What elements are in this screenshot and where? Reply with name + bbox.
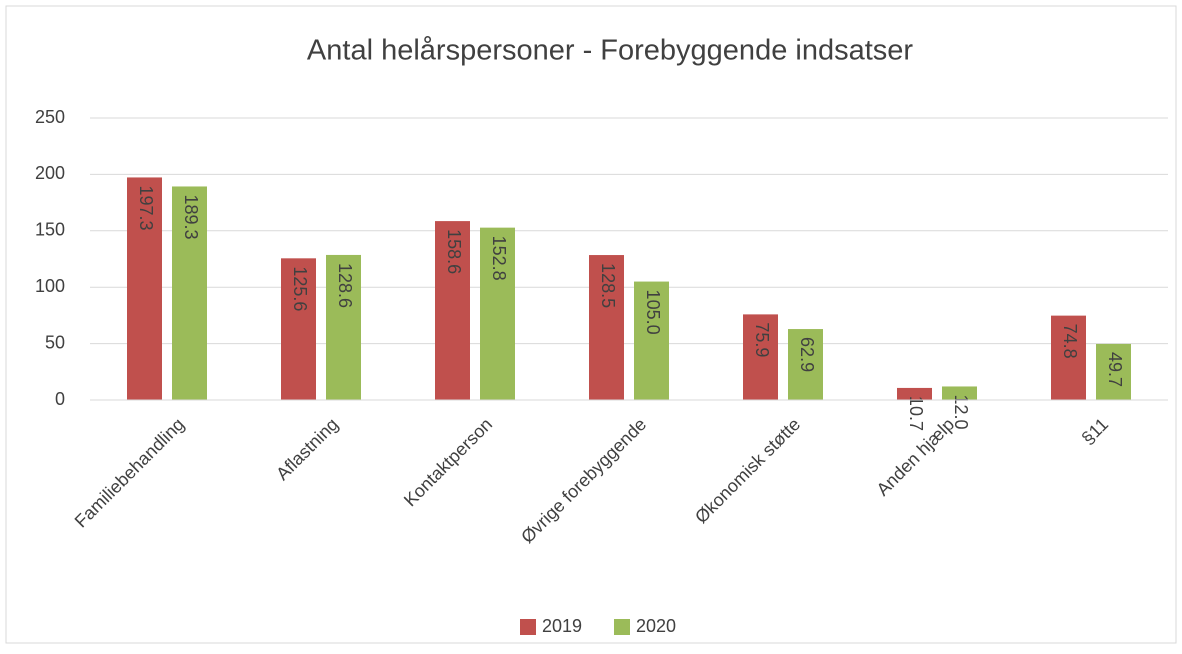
data-label: 125.6 xyxy=(290,266,310,311)
bar xyxy=(743,314,778,400)
data-label: 158.6 xyxy=(444,229,464,274)
data-label: 189.3 xyxy=(181,194,201,239)
chart-title: Antal helårspersoner - Forebyggende inds… xyxy=(307,35,913,67)
data-label: 152.8 xyxy=(489,236,509,281)
y-tick-label: 200 xyxy=(35,163,65,183)
legend-swatch xyxy=(614,619,630,635)
y-tick-label: 150 xyxy=(35,220,65,240)
data-label: 10.7 xyxy=(906,396,926,431)
data-label: 12.0 xyxy=(951,394,971,429)
bar xyxy=(281,258,316,400)
data-label: 74.8 xyxy=(1060,324,1080,359)
bar xyxy=(1051,315,1086,400)
legend-label: 2020 xyxy=(636,616,676,636)
bar xyxy=(897,387,932,400)
bar xyxy=(634,281,669,400)
bar xyxy=(480,227,515,400)
data-label: 197.3 xyxy=(136,185,156,230)
bar xyxy=(788,329,823,400)
data-label: 128.5 xyxy=(598,263,618,308)
data-label: 128.6 xyxy=(335,263,355,308)
legend-label: 2019 xyxy=(542,616,582,636)
y-tick-label: 0 xyxy=(55,389,65,409)
data-label: 49.7 xyxy=(1105,352,1125,387)
bar xyxy=(942,386,977,400)
bar xyxy=(326,254,361,400)
y-tick-label: 250 xyxy=(35,107,65,127)
legend-swatch xyxy=(520,619,536,635)
bar xyxy=(172,186,207,400)
data-label: 75.9 xyxy=(752,322,772,357)
data-label: 62.9 xyxy=(797,337,817,372)
data-label: 105.0 xyxy=(643,290,663,335)
bar xyxy=(435,221,470,400)
y-tick-label: 50 xyxy=(45,332,65,352)
y-tick-label: 100 xyxy=(35,276,65,296)
bar xyxy=(127,177,162,400)
bar xyxy=(1096,343,1131,400)
bar xyxy=(589,255,624,400)
